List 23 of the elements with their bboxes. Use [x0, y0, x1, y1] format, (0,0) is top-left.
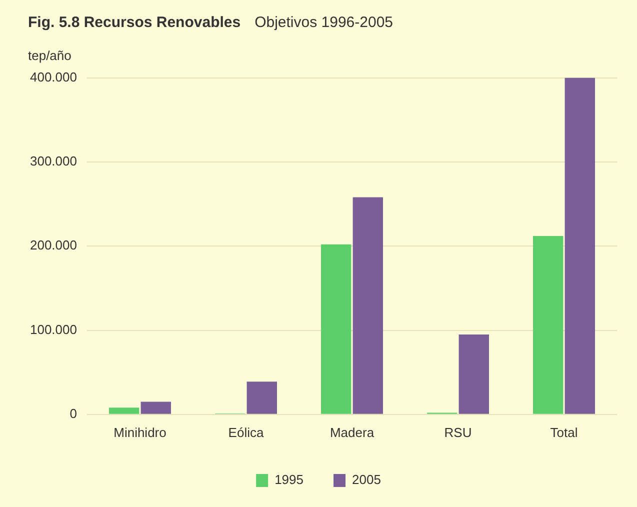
x-tick-label: Madera: [330, 424, 375, 440]
chart-title: Fig. 5.8 Recursos Renovables: [28, 14, 241, 31]
y-tick-label: 400.000: [30, 69, 77, 84]
bar: [532, 236, 564, 414]
bar: [352, 197, 383, 414]
legend-label: 2005: [352, 472, 381, 488]
bar: [320, 244, 352, 414]
x-tick-label: RSU: [444, 424, 472, 440]
bar: [108, 408, 140, 414]
y-tick-label: 300.000: [30, 154, 77, 169]
y-axis-title: tep/año: [28, 48, 72, 63]
bar: [564, 78, 596, 414]
bar: [246, 382, 277, 414]
y-tick-label: 200.000: [30, 238, 77, 253]
y-tick-label: 100.000: [30, 322, 77, 337]
legend-label: 1995: [274, 472, 304, 488]
x-tick-label: Total: [550, 424, 578, 440]
bar: [140, 402, 171, 414]
x-tick-label: Eólica: [228, 424, 264, 440]
y-tick-label: 0: [70, 406, 77, 421]
bar: [458, 334, 490, 414]
chart-subtitle: Objetivos 1996-2005: [254, 14, 394, 31]
x-tick-label: Minihidro: [114, 424, 166, 440]
